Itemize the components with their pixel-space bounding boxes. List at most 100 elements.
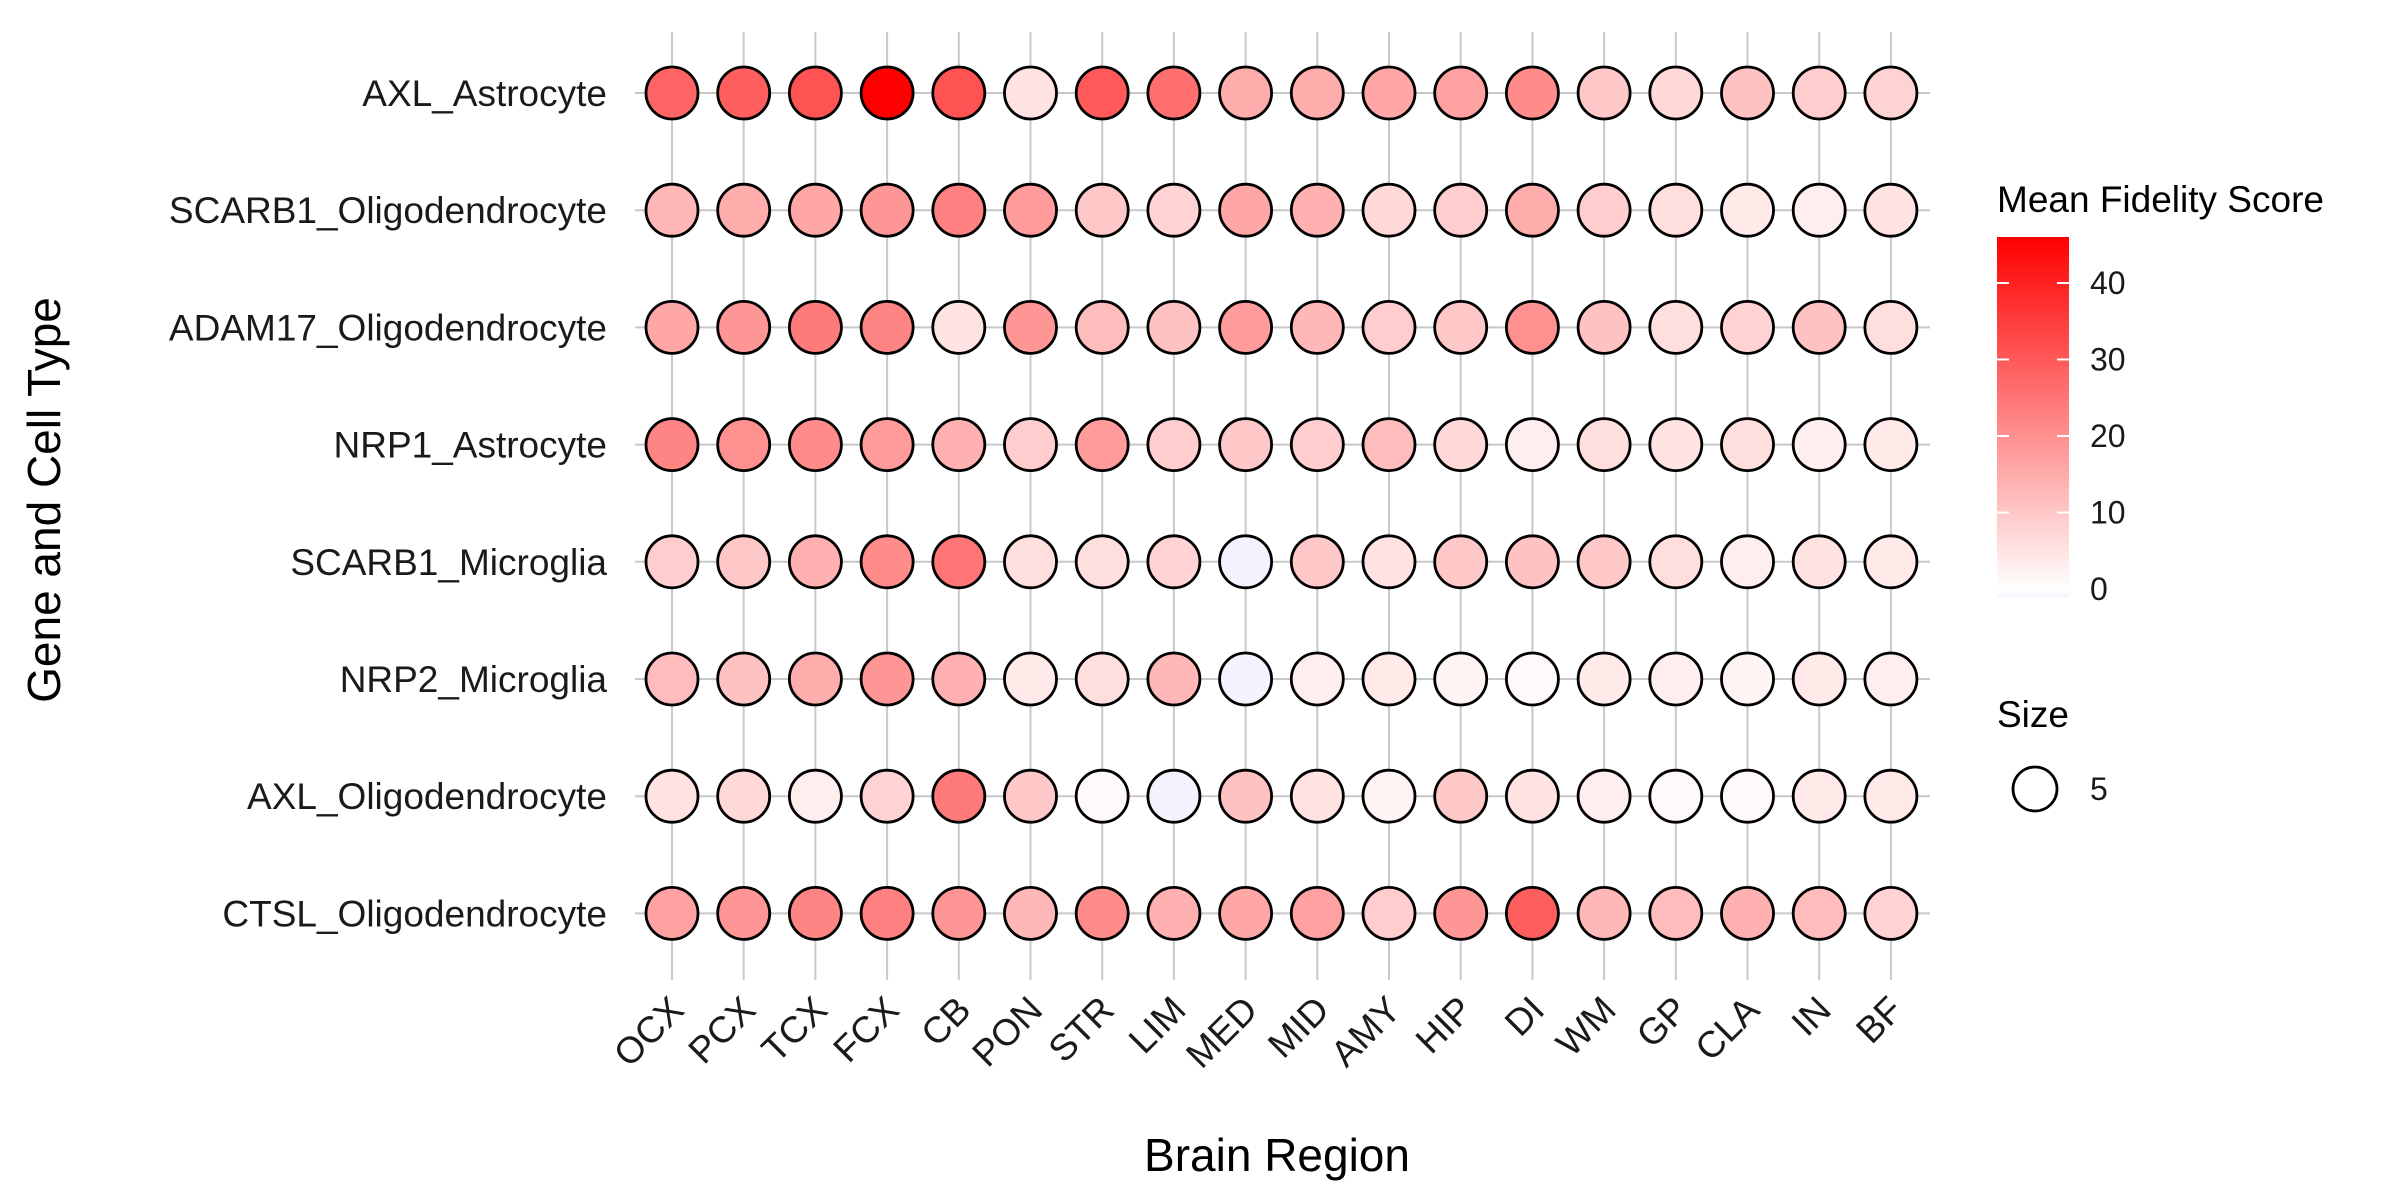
data-point-adam17-oligodendrocyte-str: [1074, 299, 1130, 355]
y-tick-label: NRP1_Astrocyte: [334, 425, 608, 466]
data-point-scarb1-oligodendrocyte-med: [1218, 182, 1273, 238]
x-tick-label: PON: [964, 989, 1050, 1075]
data-point-axl-oligodendrocyte-amy: [1361, 768, 1417, 824]
data-point-axl-astrocyte-ocx: [644, 65, 700, 121]
data-point-scarb1-microglia-bf: [1863, 534, 1919, 590]
data-point-scarb1-oligodendrocyte-in: [1791, 182, 1847, 238]
data-point-scarb1-oligodendrocyte-gp: [1648, 182, 1704, 238]
data-point-axl-oligodendrocyte-bf: [1863, 768, 1919, 824]
data-point-nrp2-microglia-ocx: [644, 651, 700, 707]
color-legend: Mean Fidelity Score 0 10 20 30 40: [1997, 179, 2324, 607]
data-point-scarb1-oligodendrocyte-cla: [1720, 182, 1775, 238]
data-point-axl-oligodendrocyte-gp: [1648, 768, 1704, 824]
data-point-scarb1-microglia-pcx: [716, 534, 772, 590]
y-tick-label: AXL_Oligodendrocyte: [247, 776, 607, 817]
data-point-scarb1-oligodendrocyte-amy: [1361, 182, 1417, 238]
data-point-axl-oligodendrocyte-med: [1218, 768, 1273, 824]
data-point-scarb1-oligodendrocyte-lim: [1146, 182, 1202, 238]
data-point-ctsl-oligodendrocyte-in: [1791, 886, 1847, 941]
data-point-axl-oligodendrocyte-cb: [931, 768, 987, 824]
data-point-scarb1-microglia-di: [1505, 534, 1560, 590]
data-point-nrp2-microglia-wm: [1576, 651, 1632, 707]
data-point-adam17-oligodendrocyte-wm: [1576, 299, 1632, 355]
color-legend-tick-label: 0: [2090, 571, 2108, 607]
data-point-scarb1-oligodendrocyte-di: [1505, 182, 1560, 238]
data-point-nrp1-astrocyte-med: [1218, 417, 1273, 473]
data-point-ctsl-oligodendrocyte-lim: [1146, 886, 1202, 941]
data-point-ctsl-oligodendrocyte-hip: [1433, 886, 1489, 941]
data-point-axl-astrocyte-wm: [1576, 65, 1632, 121]
data-point-scarb1-oligodendrocyte-pon: [1003, 182, 1058, 238]
data-point-ctsl-oligodendrocyte-ocx: [644, 886, 700, 941]
data-point-axl-oligodendrocyte-tcx: [788, 768, 843, 824]
data-point-adam17-oligodendrocyte-cla: [1720, 299, 1775, 355]
data-point-adam17-oligodendrocyte-med: [1218, 299, 1273, 355]
data-point-axl-oligodendrocyte-lim: [1146, 768, 1202, 824]
x-tick-label: PCX: [681, 989, 764, 1072]
data-point-axl-astrocyte-tcx: [788, 65, 843, 121]
data-point-adam17-oligodendrocyte-in: [1791, 299, 1847, 355]
y-tick-label: SCARB1_Microglia: [290, 542, 607, 583]
data-point-scarb1-microglia-in: [1791, 534, 1847, 590]
y-axis-title: Gene and Cell Type: [18, 297, 70, 703]
data-point-scarb1-oligodendrocyte-fcx: [859, 182, 915, 238]
data-point-scarb1-oligodendrocyte-pcx: [716, 182, 772, 238]
data-point-nrp2-microglia-cla: [1720, 651, 1775, 707]
data-point-scarb1-oligodendrocyte-mid: [1289, 182, 1345, 238]
data-point-scarb1-microglia-med: [1218, 534, 1273, 590]
data-point-nrp1-astrocyte-fcx: [859, 417, 915, 473]
data-point-nrp1-astrocyte-str: [1074, 417, 1130, 473]
data-point-ctsl-oligodendrocyte-cla: [1720, 886, 1775, 941]
data-point-scarb1-microglia-pon: [1003, 534, 1058, 590]
data-point-nrp1-astrocyte-gp: [1648, 417, 1704, 473]
data-point-adam17-oligodendrocyte-ocx: [644, 299, 700, 355]
data-point-axl-astrocyte-pon: [1003, 65, 1058, 121]
data-point-nrp1-astrocyte-cb: [931, 417, 987, 473]
data-point-nrp2-microglia-med: [1218, 651, 1273, 707]
x-tick-label: DI: [1497, 989, 1552, 1044]
data-point-ctsl-oligodendrocyte-tcx: [788, 886, 843, 941]
data-point-adam17-oligodendrocyte-tcx: [788, 299, 843, 355]
data-point-adam17-oligodendrocyte-pcx: [716, 299, 772, 355]
data-point-nrp1-astrocyte-in: [1791, 417, 1847, 473]
data-point-ctsl-oligodendrocyte-gp: [1648, 886, 1704, 941]
x-tick-label: FCX: [825, 989, 906, 1070]
x-tick-label: IN: [1784, 989, 1839, 1044]
data-point-axl-astrocyte-med: [1218, 65, 1273, 121]
data-point-nrp2-microglia-bf: [1863, 651, 1919, 707]
x-tick-label: BF: [1848, 989, 1910, 1051]
data-point-scarb1-oligodendrocyte-wm: [1576, 182, 1632, 238]
data-point-scarb1-microglia-gp: [1648, 534, 1704, 590]
size-legend-label: 5: [2090, 771, 2108, 807]
y-tick-label: ADAM17_Oligodendrocyte: [169, 307, 607, 348]
y-tick-label: AXL_Astrocyte: [362, 73, 607, 114]
x-tick-label: MID: [1260, 989, 1337, 1066]
data-point-nrp2-microglia-str: [1074, 651, 1130, 707]
y-tick-label: NRP2_Microglia: [340, 659, 608, 700]
data-point-scarb1-microglia-wm: [1576, 534, 1632, 590]
data-point-nrp2-microglia-mid: [1289, 651, 1345, 707]
data-point-nrp2-microglia-amy: [1361, 651, 1417, 707]
data-point-axl-astrocyte-amy: [1361, 65, 1417, 121]
data-point-axl-astrocyte-cb: [931, 65, 987, 121]
data-point-nrp1-astrocyte-cla: [1720, 417, 1775, 473]
data-point-axl-astrocyte-di: [1505, 65, 1560, 121]
data-point-scarb1-microglia-cla: [1720, 534, 1775, 590]
x-tick-label: AMY: [1323, 989, 1409, 1075]
data-point-nrp2-microglia-hip: [1433, 651, 1489, 707]
color-legend-title: Mean Fidelity Score: [1997, 179, 2324, 220]
data-point-scarb1-oligodendrocyte-str: [1074, 182, 1130, 238]
data-point-scarb1-microglia-hip: [1433, 534, 1489, 590]
data-point-axl-oligodendrocyte-cla: [1720, 768, 1775, 824]
data-point-scarb1-oligodendrocyte-bf: [1863, 182, 1919, 238]
data-point-nrp2-microglia-tcx: [788, 651, 843, 707]
data-point-scarb1-microglia-fcx: [859, 534, 915, 590]
data-point-ctsl-oligodendrocyte-med: [1218, 886, 1273, 941]
x-tick-label: GP: [1629, 989, 1696, 1056]
data-point-scarb1-oligodendrocyte-tcx: [788, 182, 843, 238]
color-bar: [1997, 237, 2069, 597]
data-point-ctsl-oligodendrocyte-wm: [1576, 886, 1632, 941]
color-legend-tick-label: 20: [2090, 418, 2126, 454]
color-legend-tick-label: 30: [2090, 342, 2126, 378]
